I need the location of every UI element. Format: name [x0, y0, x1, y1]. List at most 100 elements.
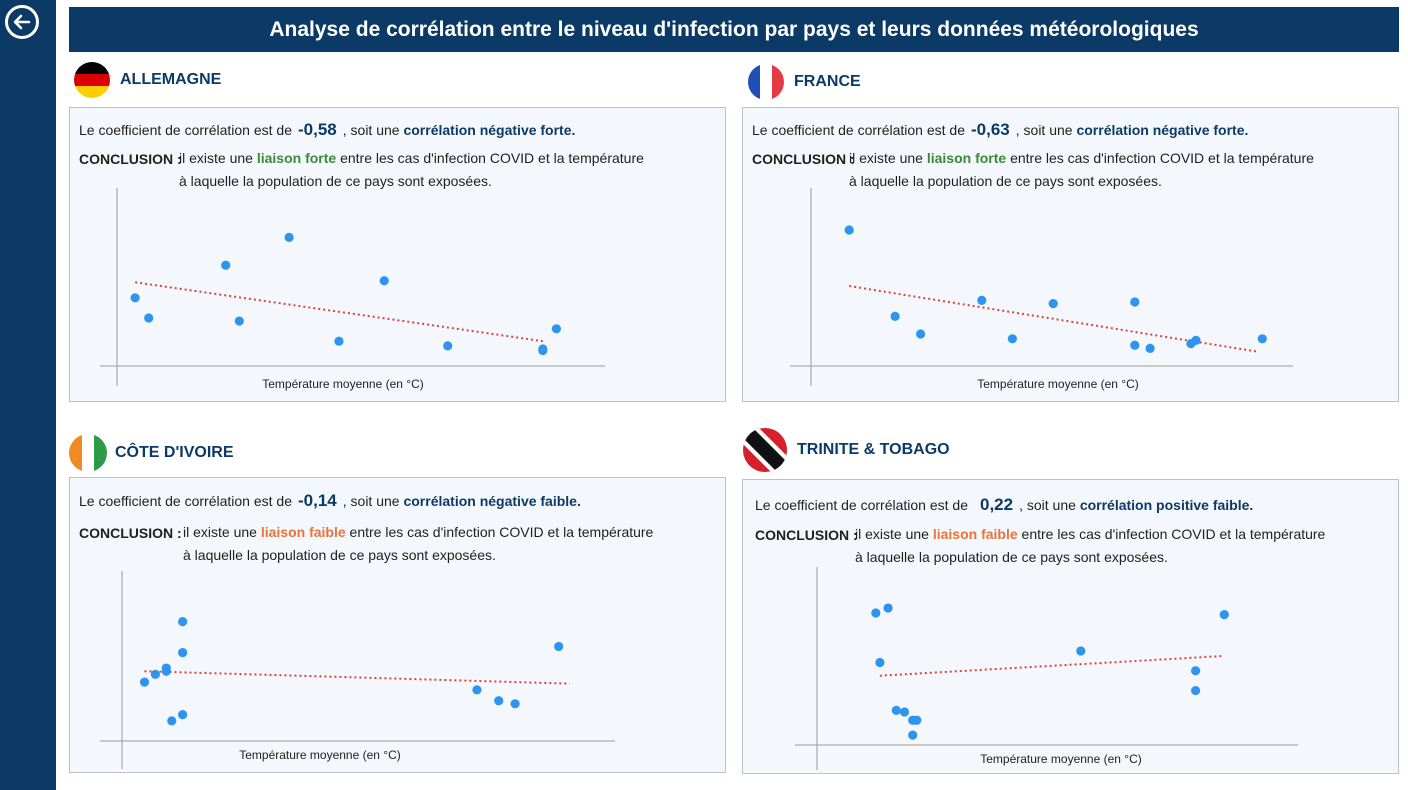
conclusion-text: il existe une liaison faible entre les c… [855, 523, 1325, 569]
data-point [1191, 335, 1201, 345]
coef-soit: , soit une [342, 493, 400, 509]
il-existe: il existe une [179, 150, 253, 166]
conclusion-label: CONCLUSION : [752, 151, 855, 167]
data-point [912, 715, 922, 725]
country-header-france: FRANCE [748, 64, 861, 100]
il-existe: il existe une [849, 150, 923, 166]
scatter-chart-france: Température moyenne (en °C) [790, 188, 1293, 391]
conclusion-line2: à laquelle la population de ce pays sont… [179, 173, 492, 189]
coefficient-value: 0,22 [980, 495, 1014, 514]
panel-cote-divoire: Le coefficient de corrélation est de -0,1… [69, 477, 726, 773]
coefficient-line: Le coefficient de corrélation est de -0,5… [79, 120, 575, 140]
coef-soit: , soit une [342, 122, 400, 138]
back-button[interactable] [5, 5, 39, 39]
data-point [1219, 610, 1229, 620]
data-point [510, 699, 520, 709]
coefficient-line: Le coefficient de corrélation est de -0,1… [79, 491, 581, 511]
conclusion-rest: entre les cas d'infection COVID et la te… [1010, 150, 1314, 166]
data-point [1191, 685, 1201, 696]
data-point [891, 705, 901, 715]
conclusion-label: CONCLUSION : [755, 527, 858, 543]
data-point [916, 329, 926, 339]
france-flag-icon [748, 64, 784, 100]
data-point [472, 685, 482, 695]
il-existe: il existe une [855, 526, 929, 542]
liaison-strength: liaison faible [260, 524, 346, 540]
data-point [890, 311, 900, 321]
data-point [178, 710, 188, 720]
data-point [883, 603, 893, 613]
data-point [494, 696, 504, 706]
correlation-type: corrélation négative faible. [403, 493, 581, 509]
data-point [908, 730, 918, 740]
page-title: Analyse de corrélation entre le niveau d… [69, 7, 1399, 52]
scatter-chart-allemagne: Température moyenne (en °C) [100, 188, 605, 391]
trend-line [134, 281, 543, 343]
conclusion-line2: à laquelle la population de ce pays sont… [855, 549, 1168, 565]
cote-divoire-flag-icon [69, 434, 107, 472]
correlation-type: corrélation négative forte. [1076, 122, 1249, 138]
coefficient-line: Le coefficient de corrélation est de -0,6… [752, 120, 1248, 140]
data-point [130, 293, 140, 303]
data-point [551, 324, 562, 334]
data-point [379, 276, 389, 286]
conclusion-line2: à laquelle la population de ce pays sont… [183, 547, 496, 563]
conclusion-text: il existe une liaison forte entre les ca… [179, 147, 644, 193]
trend-line [144, 670, 570, 685]
data-point [1130, 340, 1140, 350]
data-point [150, 669, 160, 679]
coef-intro: Le coefficient de corrélation est de [79, 493, 292, 509]
coef-intro: Le coefficient de corrélation est de [79, 122, 292, 138]
conclusion-rest: entre les cas d'infection COVID et la te… [1021, 526, 1326, 542]
trinidad-tobago-flag-drawing [743, 428, 787, 472]
data-point [178, 617, 188, 627]
data-point [234, 316, 244, 326]
data-point [554, 641, 564, 652]
data-point [221, 260, 231, 270]
data-point [899, 707, 910, 717]
country-name: ALLEMAGNE [120, 71, 222, 88]
x-axis-title: Température moyenne (en °C) [262, 377, 424, 391]
liaison-strength: liaison forte [256, 150, 337, 166]
x-axis-title: Température moyenne (en °C) [977, 377, 1139, 391]
arrow-left-circle-icon [13, 14, 31, 30]
germany-flag-icon [74, 62, 110, 98]
conclusion-text: il existe une liaison forte entre les ca… [849, 147, 1314, 193]
conclusion-line2: à laquelle la population de ce pays sont… [849, 173, 1162, 189]
conclusion-rest: entre les cas d'infection COVID et la te… [340, 150, 644, 166]
trend-line [879, 654, 1225, 677]
data-point [178, 648, 188, 658]
x-axis-title: Température moyenne (en °C) [239, 748, 401, 762]
data-point [1191, 666, 1201, 676]
country-header-allemagne: ALLEMAGNE [74, 62, 221, 98]
data-point [139, 677, 150, 687]
data-point [334, 336, 344, 346]
correlation-type: corrélation positive faible. [1079, 497, 1254, 513]
panel-france: Le coefficient de corrélation est de -0,6… [742, 107, 1399, 402]
panel-allemagne: Le coefficient de corrélation est de -0,5… [69, 107, 726, 402]
data-point [875, 657, 885, 668]
coefficient-line: Le coefficient de corrélation est de 0,22… [755, 495, 1253, 515]
data-point [144, 313, 154, 323]
data-point [871, 608, 881, 618]
x-axis-title: Température moyenne (en °C) [980, 752, 1142, 766]
coef-intro: Le coefficient de corrélation est de [755, 497, 968, 513]
data-point [977, 295, 987, 305]
country-name: TRINITE & TOBAGO [797, 441, 950, 458]
conclusion-label: CONCLUSION : [79, 151, 182, 167]
country-header-trinite-tobago: TRINITE & TOBAGO [743, 428, 950, 472]
country-name: CÔTE D'IVOIRE [115, 444, 234, 461]
scatter-chart-cote-divoire: Température moyenne (en °C) [100, 571, 615, 769]
liaison-strength: liaison faible [932, 526, 1018, 542]
data-point [167, 716, 177, 726]
coef-intro: Le coefficient de corrélation est de [752, 122, 965, 138]
trend-line [849, 285, 1258, 353]
trinidad-tobago-flag-icon [743, 428, 787, 472]
conclusion-label: CONCLUSION : [79, 525, 182, 541]
data-point [1076, 646, 1086, 656]
data-point [161, 663, 171, 673]
coefficient-value: -0,14 [298, 491, 337, 510]
conclusion-text: il existe une liaison faible entre les c… [183, 521, 653, 567]
data-point [1257, 334, 1267, 344]
data-point [1145, 343, 1155, 353]
